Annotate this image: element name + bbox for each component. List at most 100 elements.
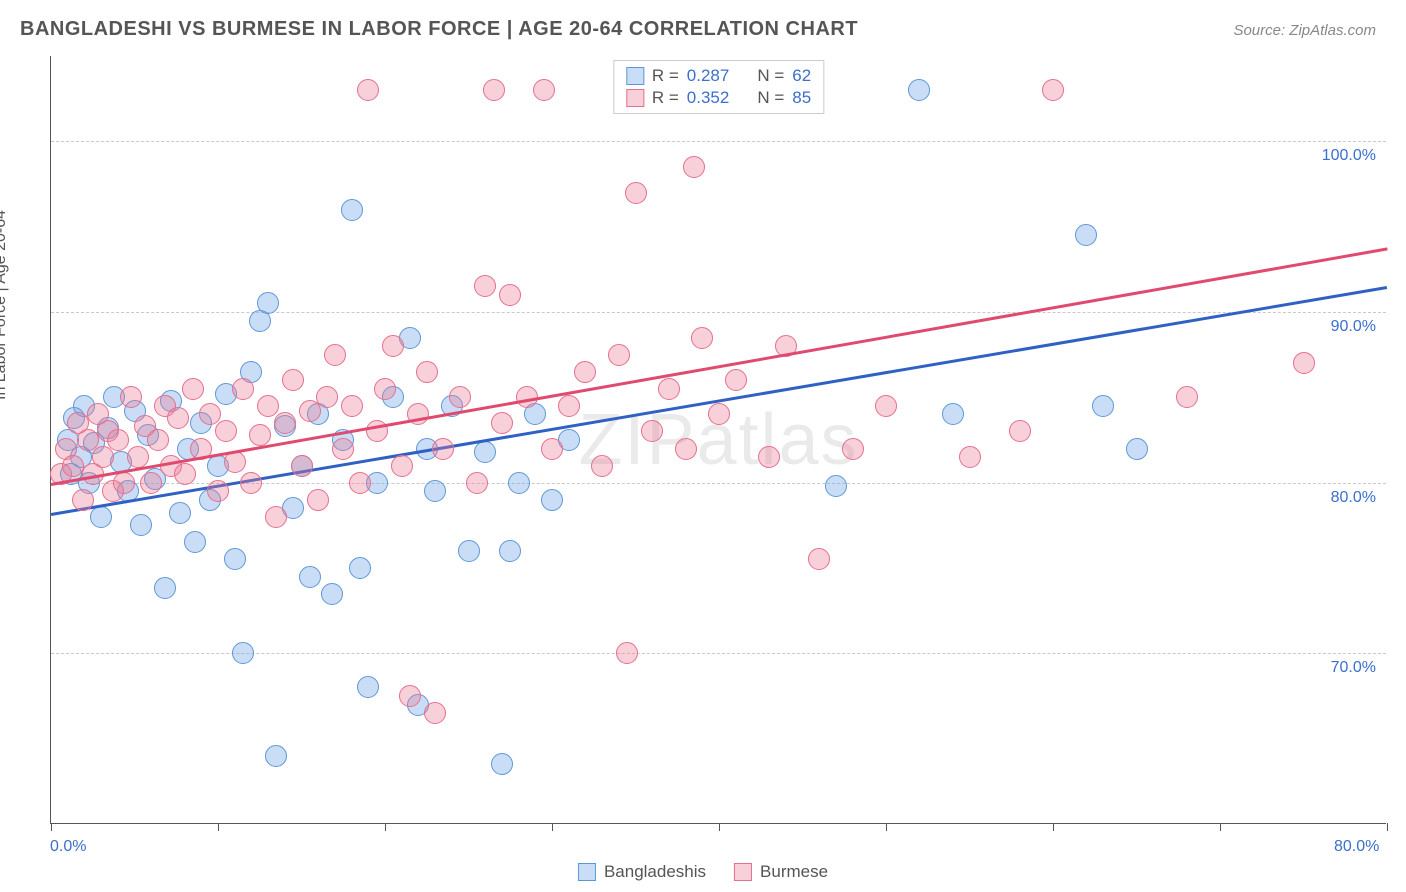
y-tick-label: 100.0% [1322, 147, 1376, 165]
scatter-point [616, 642, 638, 664]
x-tick [886, 823, 887, 831]
scatter-point [683, 156, 705, 178]
scatter-point [591, 455, 613, 477]
swatch-series1-bottom [578, 863, 596, 881]
scatter-point [466, 472, 488, 494]
scatter-point [113, 472, 135, 494]
scatter-point [274, 412, 296, 434]
scatter-point [265, 506, 287, 528]
scatter-point [341, 199, 363, 221]
plot-area: ZIPatlas R = 0.287 N = 62 R = 0.352 N = … [50, 56, 1386, 824]
scatter-point [959, 446, 981, 468]
r-label-2: R = [652, 88, 679, 108]
gridline-h [51, 141, 1386, 142]
scatter-point [625, 182, 647, 204]
scatter-point [449, 386, 471, 408]
scatter-point [184, 531, 206, 553]
r-label: R = [652, 66, 679, 86]
scatter-point [120, 386, 142, 408]
scatter-point [908, 79, 930, 101]
scatter-point [154, 577, 176, 599]
y-tick-label: 70.0% [1331, 659, 1376, 677]
scatter-point [249, 424, 271, 446]
scatter-point [1042, 79, 1064, 101]
scatter-point [349, 472, 371, 494]
scatter-point [257, 292, 279, 314]
scatter-point [825, 475, 847, 497]
scatter-point [307, 489, 329, 511]
scatter-point [758, 446, 780, 468]
x-tick [1387, 823, 1388, 831]
scatter-point [107, 429, 129, 451]
scatter-point [574, 361, 596, 383]
scatter-point [374, 378, 396, 400]
swatch-series2 [626, 89, 644, 107]
bottom-legend: Bangladeshis Burmese [578, 862, 828, 882]
scatter-point [474, 275, 496, 297]
scatter-point [316, 386, 338, 408]
scatter-point [332, 438, 354, 460]
scatter-point [424, 480, 446, 502]
scatter-point [541, 489, 563, 511]
scatter-point [808, 548, 830, 570]
scatter-point [282, 369, 304, 391]
n-value-1: 62 [792, 66, 811, 86]
scatter-point [265, 745, 287, 767]
y-tick-label: 90.0% [1331, 318, 1376, 336]
scatter-point [1176, 386, 1198, 408]
scatter-point [349, 557, 371, 579]
scatter-point [232, 378, 254, 400]
scatter-point [483, 79, 505, 101]
scatter-point [127, 446, 149, 468]
scatter-point [842, 438, 864, 460]
scatter-point [1092, 395, 1114, 417]
scatter-point [92, 446, 114, 468]
legend-label-2: Burmese [760, 862, 828, 882]
scatter-point [708, 403, 730, 425]
legend-item-1: Bangladeshis [578, 862, 706, 882]
scatter-point [167, 407, 189, 429]
x-tick [218, 823, 219, 831]
scatter-point [1009, 420, 1031, 442]
chart-container: BANGLADESHI VS BURMESE IN LABOR FORCE | … [0, 0, 1406, 892]
stats-legend: R = 0.287 N = 62 R = 0.352 N = 85 [613, 60, 824, 114]
x-tick [1053, 823, 1054, 831]
scatter-point [491, 412, 513, 434]
scatter-point [291, 455, 313, 477]
scatter-point [533, 79, 555, 101]
scatter-point [1075, 224, 1097, 246]
y-axis-title: In Labor Force | Age 20-64 [0, 210, 10, 400]
x-tick [719, 823, 720, 831]
scatter-point [942, 403, 964, 425]
scatter-point [491, 753, 513, 775]
swatch-series1 [626, 67, 644, 85]
scatter-point [458, 540, 480, 562]
scatter-point [382, 335, 404, 357]
scatter-point [675, 438, 697, 460]
scatter-point [169, 502, 191, 524]
r-value-1: 0.287 [687, 66, 730, 86]
scatter-point [541, 438, 563, 460]
scatter-point [399, 685, 421, 707]
scatter-point [432, 438, 454, 460]
stats-row-1: R = 0.287 N = 62 [626, 65, 811, 87]
legend-label-1: Bangladeshis [604, 862, 706, 882]
scatter-point [321, 583, 343, 605]
n-value-2: 85 [792, 88, 811, 108]
scatter-point [224, 548, 246, 570]
scatter-point [691, 327, 713, 349]
scatter-point [90, 506, 112, 528]
scatter-point [658, 378, 680, 400]
y-tick-label: 80.0% [1331, 489, 1376, 507]
swatch-series2-bottom [734, 863, 752, 881]
n-label-2: N = [757, 88, 784, 108]
scatter-point [474, 441, 496, 463]
scatter-point [1293, 352, 1315, 374]
scatter-point [240, 472, 262, 494]
scatter-point [130, 514, 152, 536]
scatter-point [357, 676, 379, 698]
x-tick [51, 823, 52, 831]
scatter-point [608, 344, 630, 366]
x-tick [385, 823, 386, 831]
scatter-point [416, 361, 438, 383]
